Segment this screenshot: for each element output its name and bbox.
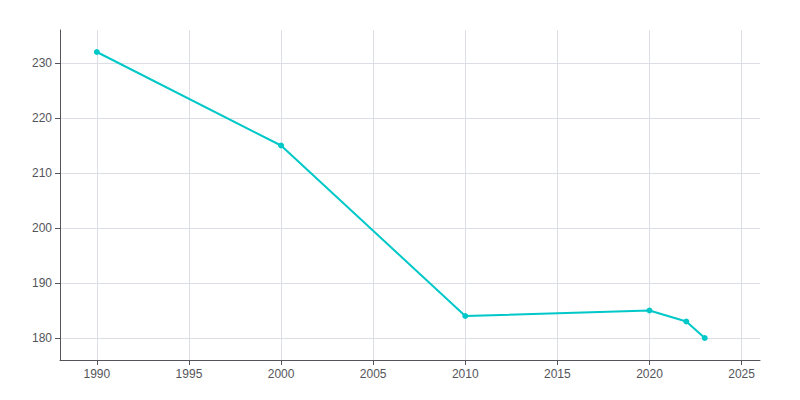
- svg-text:2020: 2020: [636, 367, 663, 381]
- svg-text:2025: 2025: [728, 367, 755, 381]
- svg-text:2000: 2000: [268, 367, 295, 381]
- svg-text:190: 190: [32, 276, 52, 290]
- svg-text:180: 180: [32, 331, 52, 345]
- svg-text:2010: 2010: [452, 367, 479, 381]
- svg-text:1995: 1995: [176, 367, 203, 381]
- svg-text:1990: 1990: [83, 367, 110, 381]
- svg-text:210: 210: [32, 166, 52, 180]
- svg-text:2015: 2015: [544, 367, 571, 381]
- svg-text:220: 220: [32, 111, 52, 125]
- svg-text:2005: 2005: [360, 367, 387, 381]
- svg-text:200: 200: [32, 221, 52, 235]
- svg-text:230: 230: [32, 56, 52, 70]
